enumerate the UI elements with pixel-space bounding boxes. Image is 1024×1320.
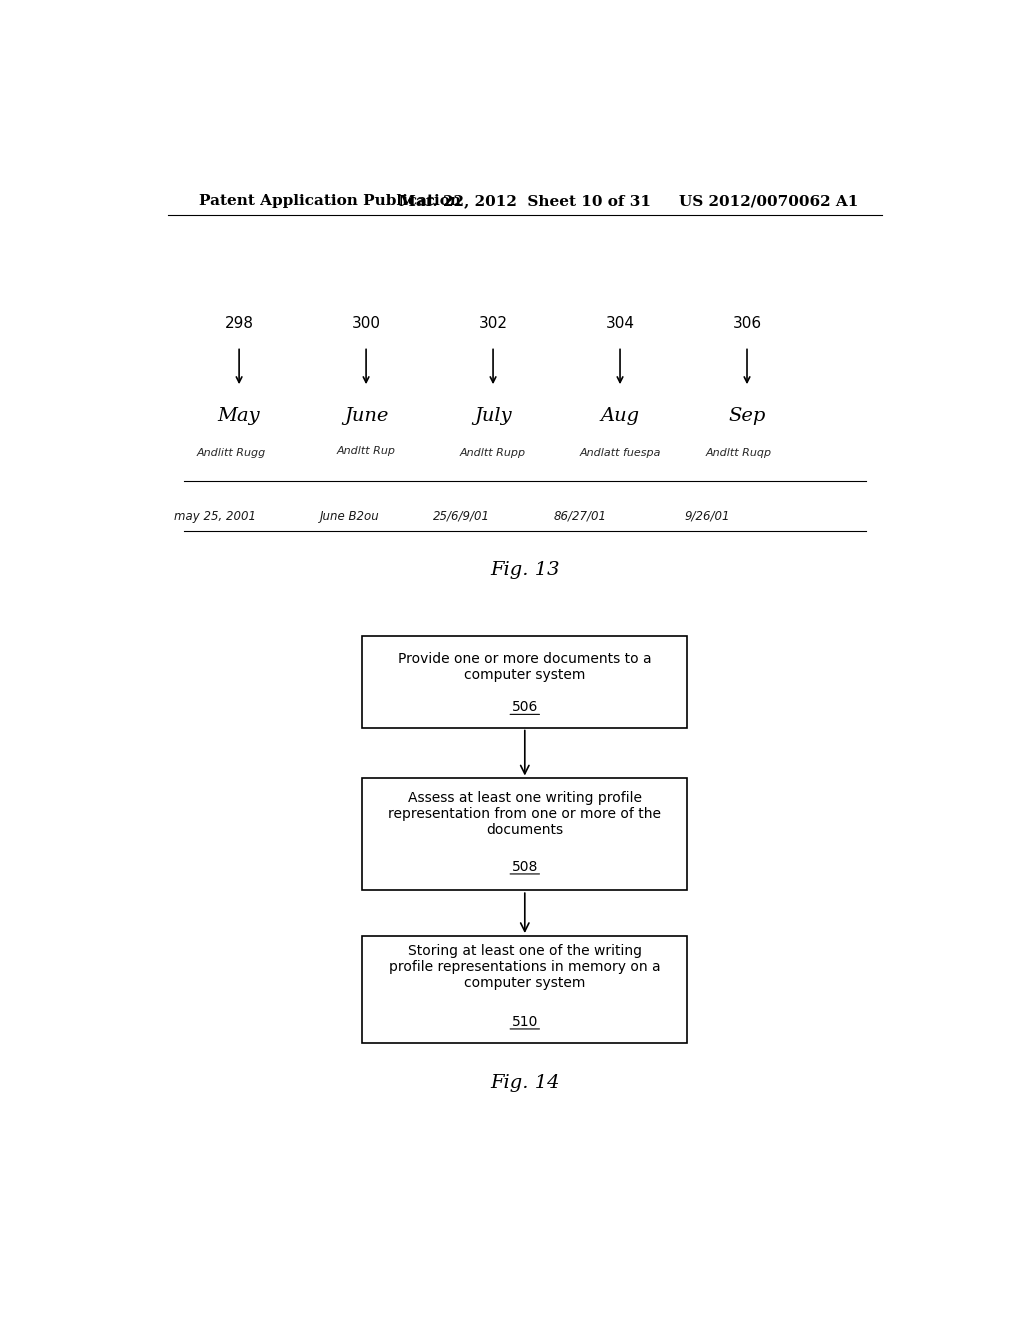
Text: 25/6/9/01: 25/6/9/01: [433, 510, 489, 523]
Text: 506: 506: [512, 700, 538, 714]
Text: Andltt Rupp: Andltt Rupp: [460, 449, 526, 458]
Text: Mar. 22, 2012  Sheet 10 of 31: Mar. 22, 2012 Sheet 10 of 31: [398, 194, 651, 209]
Text: 302: 302: [478, 317, 508, 331]
Text: Sep: Sep: [728, 408, 766, 425]
Text: 306: 306: [732, 317, 762, 331]
Text: 304: 304: [605, 317, 635, 331]
Text: Fig. 13: Fig. 13: [490, 561, 559, 579]
Text: 9/26/01: 9/26/01: [685, 510, 730, 523]
Text: 510: 510: [512, 1015, 538, 1028]
Text: Andlitt Rugg: Andlitt Rugg: [197, 449, 266, 458]
Text: 508: 508: [512, 859, 538, 874]
Text: June: June: [344, 408, 388, 425]
Text: June B2ou: June B2ou: [321, 510, 380, 523]
Text: Storing at least one of the writing
profile representations in memory on a
compu: Storing at least one of the writing prof…: [389, 944, 660, 990]
Text: Andltt Rup: Andltt Rup: [337, 446, 395, 457]
Text: July: July: [474, 408, 512, 425]
Text: Fig. 14: Fig. 14: [490, 1074, 559, 1093]
FancyBboxPatch shape: [362, 779, 687, 890]
Text: Aug: Aug: [600, 408, 640, 425]
Text: may 25, 2001: may 25, 2001: [174, 510, 256, 523]
Text: Andlatt fuespa: Andlatt fuespa: [580, 449, 660, 458]
Text: 298: 298: [224, 317, 254, 331]
Text: US 2012/0070062 A1: US 2012/0070062 A1: [679, 194, 858, 209]
Text: May: May: [218, 408, 260, 425]
Text: 86/27/01: 86/27/01: [554, 510, 607, 523]
Text: Assess at least one writing profile
representation from one or more of the
docum: Assess at least one writing profile repr…: [388, 791, 662, 837]
Text: Provide one or more documents to a
computer system: Provide one or more documents to a compu…: [398, 652, 651, 681]
Text: Andltt Ruqp: Andltt Ruqp: [706, 449, 772, 458]
Text: Patent Application Publication: Patent Application Publication: [200, 194, 462, 209]
FancyBboxPatch shape: [362, 936, 687, 1043]
Text: 300: 300: [351, 317, 381, 331]
FancyBboxPatch shape: [362, 636, 687, 727]
